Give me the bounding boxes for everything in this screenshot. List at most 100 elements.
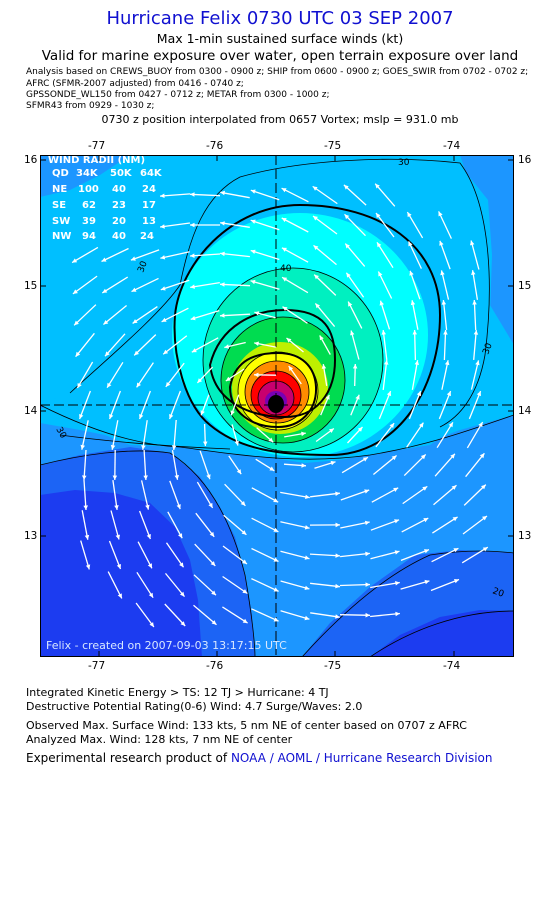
wind-vector-arrowhead	[379, 300, 384, 306]
wind-vector-arrowhead	[448, 422, 453, 428]
wind-vector-arrowhead	[453, 548, 459, 553]
wind-vector-arrowhead	[409, 270, 414, 276]
wind-vector	[382, 360, 388, 390]
wind-vector-arrowhead	[420, 454, 426, 460]
wind-vector	[313, 274, 337, 296]
wind-vector-arrowhead	[77, 383, 82, 388]
lon-tick-bottom: -74	[443, 660, 461, 672]
wind-vector	[165, 362, 185, 388]
lon-tick-top: -75	[324, 140, 342, 152]
contour-line	[40, 404, 514, 460]
wind-vector	[281, 217, 309, 233]
lat-tick-right: 14	[518, 405, 532, 417]
hurricane-force-contour	[208, 308, 337, 419]
lat-tick-left: 15	[24, 280, 38, 292]
wind-vector-arrowhead	[85, 564, 91, 570]
wind-vector-arrowhead	[473, 330, 479, 335]
wind-vector-arrowhead	[335, 553, 340, 558]
wind-vector-arrowhead	[335, 491, 340, 496]
wind-vector-arrowhead	[451, 485, 457, 490]
wind-vector	[339, 583, 371, 587]
wind-radii-quadrant: NW	[52, 231, 71, 242]
wind-vector	[108, 390, 122, 420]
wind-radii-header: 64K	[140, 168, 163, 179]
wind-vector	[136, 571, 154, 599]
wind-vector-arrowhead	[438, 211, 443, 217]
wind-vector-arrowhead	[410, 300, 416, 306]
wind-vector	[132, 306, 158, 324]
wind-vector	[376, 241, 394, 269]
wind-vector	[195, 512, 215, 538]
wind-vector	[343, 184, 367, 206]
wind-radii-title: WIND RADII (NM)	[48, 155, 145, 166]
wind-vector-arrowhead	[357, 427, 363, 432]
wind-vector	[280, 580, 310, 590]
wind-vector-arrowhead	[74, 320, 79, 326]
wind-vector	[219, 313, 251, 317]
wind-vector	[101, 247, 129, 263]
wind-vector-arrowhead	[234, 440, 239, 446]
wind-vector-arrowhead	[132, 319, 138, 324]
wind-vector-arrowhead	[146, 534, 151, 539]
credit-organization-link[interactable]: NOAA / AOML / Hurricane Research Divisio…	[230, 751, 493, 765]
wind-vector-arrowhead	[107, 382, 112, 388]
wind-vector	[310, 582, 340, 588]
wind-vector	[190, 281, 220, 289]
wind-vector	[433, 484, 457, 506]
wind-vector-arrowhead	[211, 590, 216, 596]
wind-vector	[71, 246, 99, 264]
tropical-storm-force-contour	[173, 203, 442, 457]
map-credit-overlay: Felix - created on 2007-09-03 13:17:15 U…	[46, 639, 287, 652]
wind-vector-arrowhead	[286, 338, 292, 343]
wind-vector-arrowhead	[250, 279, 256, 285]
wind-vector	[473, 330, 477, 360]
wind-vector-arrowhead	[414, 360, 419, 365]
chart-title: Hurricane Felix 0730 UTC 03 SEP 2007	[106, 8, 454, 29]
region-deep-blue-southwest	[40, 490, 202, 657]
wind-vector-arrowhead	[109, 414, 114, 419]
wind-vector	[219, 283, 251, 287]
wind-vector	[312, 185, 338, 205]
wind-vector	[164, 603, 186, 627]
wind-vector-arrowhead	[105, 351, 110, 357]
wind-vector	[164, 572, 186, 598]
wind-vector	[162, 335, 188, 355]
wind-vector	[135, 602, 155, 628]
wind-vector	[439, 240, 451, 270]
wind-vector	[169, 480, 181, 510]
wind-vector	[143, 449, 147, 481]
wind-vector	[222, 575, 248, 595]
wind-vector-arrowhead	[352, 364, 358, 369]
wind-vector-arrowhead	[422, 486, 428, 491]
lat-tick-left: 14	[24, 405, 38, 417]
wind-vector	[224, 483, 246, 507]
wind-vector-arrowhead	[450, 453, 455, 459]
wind-vector	[171, 450, 179, 480]
wind-vector	[222, 545, 248, 565]
wind-vector-arrowhead	[250, 249, 256, 254]
wind-radii-quadrant: NE	[52, 184, 67, 195]
wind-vector	[251, 487, 279, 503]
wind-radii-34k: 39	[82, 216, 96, 227]
wind-vector	[281, 276, 309, 294]
wind-vector-arrowhead	[225, 376, 231, 381]
wind-vector-arrowhead	[241, 530, 247, 535]
wind-vector-arrowhead	[190, 192, 195, 197]
wind-vector-arrowhead	[478, 422, 483, 428]
wind-threshold-contours	[173, 203, 442, 457]
contour-lines	[40, 158, 514, 657]
wind-vector	[371, 487, 399, 503]
wind-vector	[101, 276, 129, 294]
wind-vector	[470, 240, 480, 270]
wind-vector-arrowhead	[208, 502, 213, 508]
wind-vector	[73, 304, 97, 326]
wind-radii-34k: 94	[82, 231, 96, 242]
wind-vector-arrowhead	[230, 410, 235, 416]
wind-vector-arrowhead	[454, 579, 459, 584]
wind-vector-arrowhead	[160, 255, 166, 260]
wind-vector	[167, 511, 183, 539]
contour-line	[220, 316, 346, 444]
wind-vector	[193, 574, 217, 596]
wind-vector	[196, 481, 214, 509]
wind-vector	[190, 309, 220, 321]
